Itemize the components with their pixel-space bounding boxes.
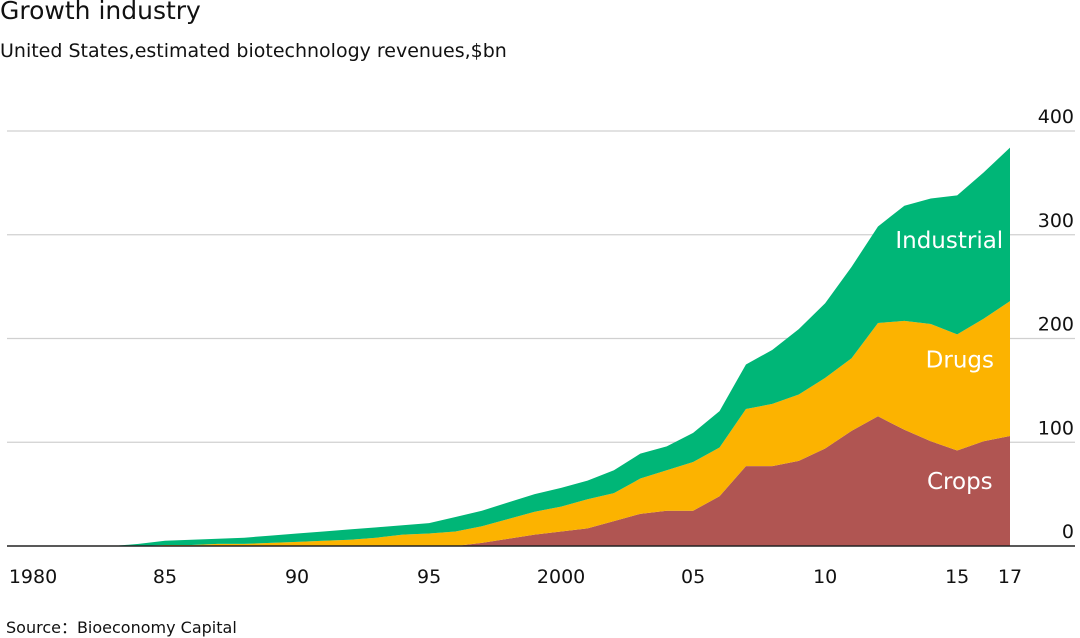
x-tick-label-2000: 2000 [537,566,585,588]
x-tick-label-05: 05 [681,566,705,588]
source-note: Source：Bioeconomy Capital [6,618,237,637]
x-tick-label-95: 95 [417,566,441,588]
series-label-industrial: Industrial [895,228,1003,254]
y-tick-label-200: 200 [1038,314,1074,336]
y-tick-label-100: 100 [1038,417,1074,439]
area-crops [33,416,1010,546]
x-tick-label-17: 17 [998,566,1022,588]
chart-subtitle: United States,estimated biotechnology re… [0,40,507,62]
x-tick-label-10: 10 [813,566,837,588]
series-label-drugs: Drugs [926,348,994,374]
y-axis-ticks: 0 100 200 300 400 [1038,106,1074,543]
x-tick-label-90: 90 [285,566,309,588]
series-labels: Crops Drugs Industrial [895,228,1003,495]
area-industrial [33,147,1010,546]
x-axis-ticks: 1980 85 90 95 2000 05 10 15 17 [9,566,1022,588]
stacked-areas [33,147,1010,546]
y-tick-label-300: 300 [1038,210,1074,232]
y-tick-label-400: 400 [1038,106,1074,128]
area-drugs [33,301,1010,546]
area-chart: Crops Drugs Industrial 0 100 200 300 400 1980 8… [7,106,1075,588]
y-tick-label-0: 0 [1062,521,1074,543]
x-tick-label-1980: 1980 [9,566,57,588]
series-label-crops: Crops [927,469,993,495]
chart-title: Growth industry [0,0,201,25]
x-tick-label-85: 85 [153,566,177,588]
x-tick-label-15: 15 [945,566,969,588]
